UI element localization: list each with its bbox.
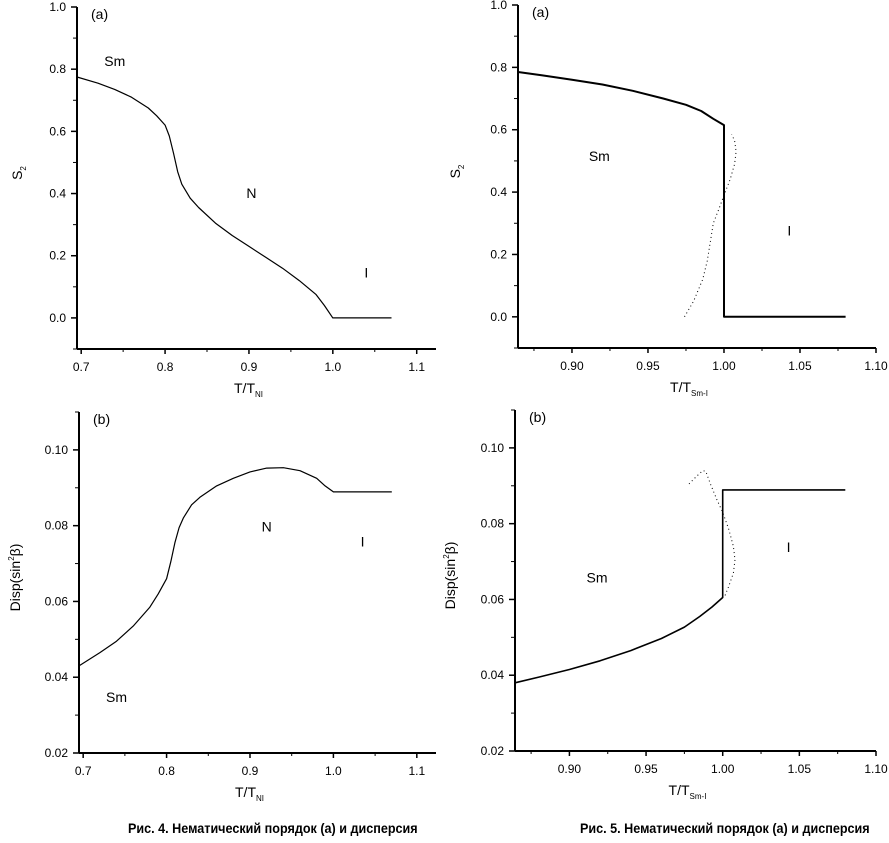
x-tick-label: 1.10 — [864, 762, 888, 776]
x-axis-title-subscript: Sm-I — [690, 792, 707, 801]
y-tick-label: 0.4 — [49, 187, 66, 201]
y-axis-title-superscript: 2 — [442, 554, 451, 559]
y-tick-label: 0.6 — [49, 124, 66, 138]
y-tick-label: 0.8 — [49, 62, 66, 76]
x-tick-label: 0.90 — [558, 762, 582, 776]
y-tick-label: 0.2 — [49, 249, 66, 263]
series-line-stable — [514, 489, 846, 684]
x-tick-label: 1.00 — [712, 359, 736, 373]
region-label: Sm — [589, 148, 610, 164]
y-tick-label: 0.10 — [45, 443, 69, 457]
chart-fig4a: 0.7 0.8 0.9 1.0 1.10.00.20.40.60.81.0T/TNIS2… — [9, 0, 436, 399]
chart-fig5b: 0.90 0.95 1.00 1.05 1.10 0.02 0.04 0.06 0.08 0.10… — [442, 409, 888, 801]
x-axis-title: T/TSm-I — [669, 782, 707, 801]
y-tick-label: 0.4 — [490, 185, 507, 199]
x-tick-label: 1.1 — [408, 360, 425, 374]
caption-fig5: Рис. 5. Нематический порядок (а) и диспе… — [580, 820, 870, 836]
caption-fig4: Рис. 4. Нематический порядок (а) и диспе… — [128, 820, 418, 836]
x-tick-label: 1.05 — [788, 359, 812, 373]
x-tick-label: 0.95 — [636, 359, 660, 373]
x-tick-label: 1.0 — [325, 764, 342, 778]
y-tick-label: 0.04 — [481, 668, 505, 682]
x-tick-label: 0.7 — [73, 360, 90, 374]
region-label: Sm — [106, 689, 127, 705]
x-tick-label: 1.0 — [324, 360, 341, 374]
x-tick-label: 1.05 — [788, 762, 812, 776]
x-tick-label: 1.1 — [408, 764, 425, 778]
y-axis-title: Disp(sin2β) — [7, 544, 23, 612]
chart-fig4b: 0.7 0.8 0.9 1.0 1.10.020.040.060.080.10T/TNI… — [7, 411, 436, 803]
y-tick-label: 0.02 — [45, 746, 69, 760]
region-label: I — [787, 539, 791, 555]
y-tick-label: 0.08 — [45, 519, 69, 533]
x-axis-title-main: T/T — [235, 784, 256, 800]
y-tick-label: 1.0 — [49, 0, 66, 14]
y-axis-title-subscript: 2 — [457, 164, 466, 169]
region-label: Sm — [587, 569, 608, 585]
y-axis-title-tail: β) — [442, 542, 458, 555]
x-axis-title-subscript: NI — [255, 390, 263, 399]
x-axis-title: T/TSm-I — [670, 379, 708, 398]
x-axis-title-subscript: NI — [256, 794, 264, 803]
y-axis-title: Disp(sin2β) — [442, 542, 458, 610]
x-axis-title: T/TNI — [234, 380, 263, 399]
region-label: N — [246, 185, 256, 201]
series-line-S2 — [76, 76, 392, 319]
y-axis-title-subscript: 2 — [19, 166, 28, 171]
y-tick-label: 0.08 — [481, 517, 505, 531]
x-tick-label: 0.9 — [241, 360, 258, 374]
y-tick-label: 0.06 — [481, 592, 505, 606]
x-axis-title-main: T/T — [234, 380, 255, 396]
y-axis-title-tail: β) — [7, 544, 23, 557]
panel-label: (a) — [532, 4, 549, 20]
panel-label: (a) — [91, 6, 108, 22]
x-tick-label: 1.00 — [711, 762, 735, 776]
x-tick-label: 0.8 — [158, 764, 175, 778]
y-axis-title: S2 — [9, 166, 28, 180]
x-tick-label: 0.95 — [634, 762, 658, 776]
series-line-Disp — [78, 467, 392, 667]
panel-label: (b) — [93, 411, 110, 427]
y-tick-label: 0.0 — [490, 310, 507, 324]
y-axis-title-main: Disp(sin — [7, 561, 23, 612]
y-tick-label: 0.6 — [490, 123, 507, 137]
y-tick-label: 0.02 — [481, 744, 505, 758]
region-label: Sm — [104, 53, 125, 69]
series-line-stable — [517, 71, 846, 318]
y-axis-title: S2 — [447, 164, 466, 178]
y-tick-label: 0.10 — [481, 441, 505, 455]
y-axis-title-main: S — [447, 169, 463, 178]
x-axis-title-subscript: Sm-I — [691, 389, 708, 398]
y-axis-title-main: S — [9, 171, 25, 180]
x-tick-label: 0.7 — [75, 764, 92, 778]
region-label: I — [364, 264, 368, 280]
y-tick-label: 0.2 — [490, 247, 507, 261]
x-tick-label: 0.8 — [157, 360, 174, 374]
y-tick-label: 1.0 — [490, 0, 507, 12]
x-tick-label: 1.10 — [864, 359, 888, 373]
x-tick-label: 0.90 — [560, 359, 584, 373]
y-axis-title-superscript: 2 — [7, 556, 16, 561]
region-label: I — [787, 223, 791, 239]
y-axis-title-main: Disp(sin — [442, 559, 458, 610]
chart-fig5a: 0.90 0.95 1.00 1.05 1.10 0.0 0.2 0.4 0.6 0.8 1.0 T/… — [447, 0, 888, 398]
x-axis-title-main: T/T — [669, 782, 690, 798]
y-tick-label: 0.04 — [45, 670, 69, 684]
x-axis-title-main: T/T — [670, 379, 691, 395]
region-label: N — [262, 518, 272, 534]
y-tick-label: 0.0 — [49, 311, 66, 325]
panel-label: (b) — [529, 409, 546, 425]
y-tick-label: 0.06 — [45, 594, 69, 608]
series-line-unstable — [684, 134, 737, 318]
x-tick-label: 0.9 — [242, 764, 259, 778]
y-tick-label: 0.8 — [490, 60, 507, 74]
region-label: I — [361, 534, 365, 550]
x-axis-title: T/TNI — [235, 784, 264, 803]
